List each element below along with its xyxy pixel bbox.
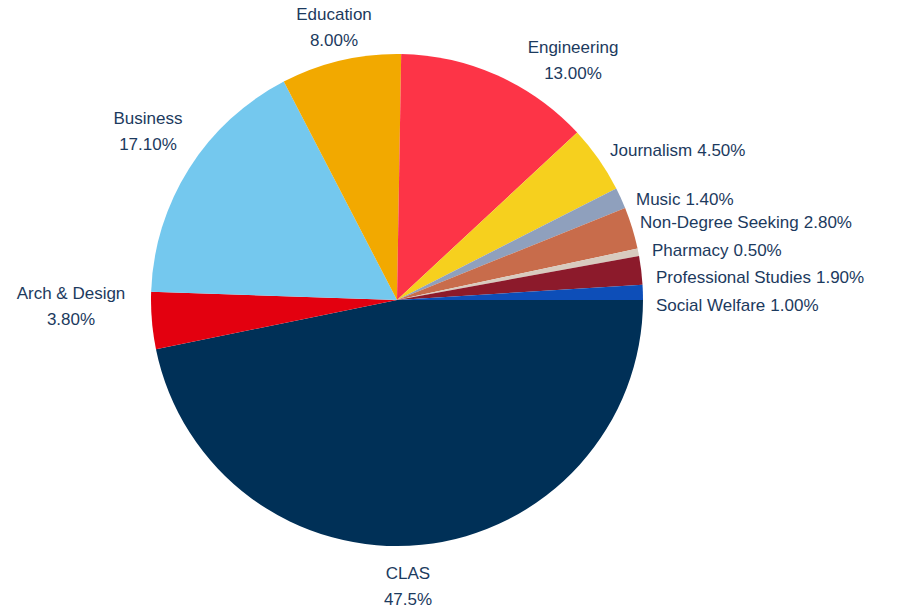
value-label: 1.90% bbox=[816, 268, 864, 287]
slice-label: Pharmacy 0.50% bbox=[652, 241, 782, 260]
value-label: 47.5% bbox=[384, 590, 432, 609]
slice-label: Professional Studies 1.90% bbox=[656, 268, 864, 287]
slices bbox=[151, 54, 643, 546]
value-label: 8.00% bbox=[310, 31, 358, 50]
pie-slice bbox=[397, 256, 643, 300]
slice-label: Non-Degree Seeking 2.80% bbox=[640, 213, 852, 232]
category-label: Journalism bbox=[610, 141, 692, 160]
category-label: Arch & Design bbox=[17, 284, 126, 303]
pie-slice bbox=[151, 292, 397, 350]
value-label: 17.10% bbox=[119, 135, 177, 154]
value-label: 13.00% bbox=[544, 64, 602, 83]
slice-label: Social Welfare 1.00% bbox=[656, 296, 819, 315]
category-label: Non-Degree Seeking bbox=[640, 213, 799, 232]
pie-slice bbox=[397, 285, 643, 300]
slice-label: Journalism 4.50% bbox=[610, 141, 745, 160]
labels: CLAS 47.5% Arch & Design 3.80% Business 17.10… bbox=[17, 5, 865, 609]
pie-slice bbox=[284, 54, 401, 300]
category-label: Social Welfare bbox=[656, 296, 765, 315]
value-label: 0.50% bbox=[734, 241, 782, 260]
value-label: 2.80% bbox=[804, 213, 852, 232]
slice-label: Music1.40% bbox=[636, 190, 734, 209]
category-label: CLAS bbox=[386, 564, 430, 583]
value-label: 4.50% bbox=[697, 141, 745, 160]
value-label: 3.80% bbox=[47, 310, 95, 329]
category-label: Education bbox=[296, 5, 372, 24]
category-label: Pharmacy bbox=[652, 241, 729, 260]
category-label: Professional Studies bbox=[656, 268, 811, 287]
page: {"chart_data": {"type": "pie", "categori… bbox=[0, 0, 913, 611]
value-label: 1.00% bbox=[770, 296, 818, 315]
pie-chart: CLAS 47.5% Arch & Design 3.80% Business 17.10… bbox=[0, 0, 913, 611]
category-label: Engineering bbox=[528, 38, 619, 57]
pie-slice bbox=[156, 300, 643, 546]
category-label: Music bbox=[636, 190, 681, 209]
value-label: 1.40% bbox=[685, 190, 733, 209]
chart-container: CLAS 47.5% Arch & Design 3.80% Business 17.10… bbox=[0, 0, 913, 611]
category-label: Business bbox=[114, 109, 183, 128]
